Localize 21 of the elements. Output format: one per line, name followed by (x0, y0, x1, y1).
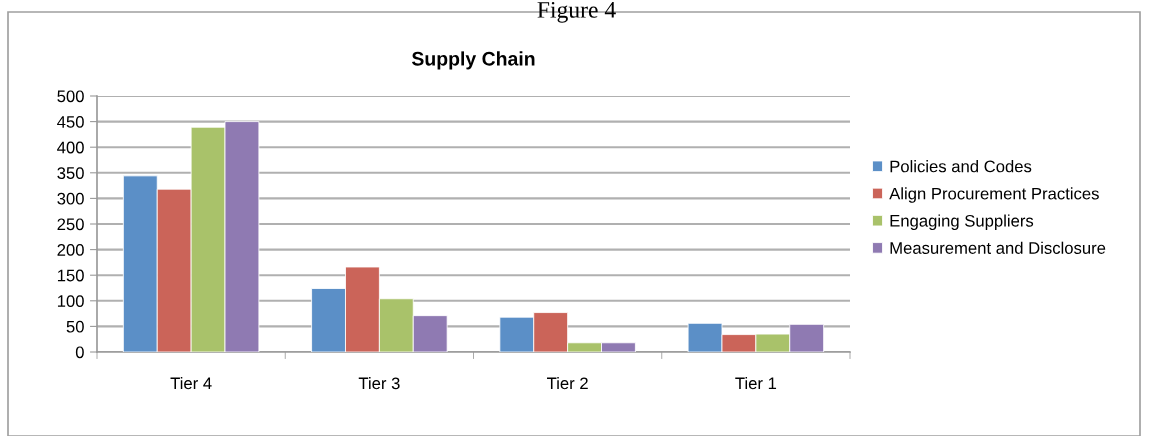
legend-label: Measurement and Disclosure (890, 241, 1106, 254)
y-tick-label: 150 (57, 269, 84, 282)
y-tick-label: 300 (57, 192, 84, 205)
chart-title: Supply Chain (411, 51, 535, 70)
y-tick-label: 350 (57, 167, 84, 179)
y-tick-label: 250 (57, 218, 84, 231)
x-tick-label: Tier 3 (358, 377, 400, 390)
caption: Figure 4 (537, 1, 616, 23)
legend-label: Policies and Codes (890, 160, 1032, 173)
y-tick-label: 100 (57, 295, 84, 307)
y-tick-label: 200 (57, 244, 84, 256)
y-tick-label: 50 (66, 320, 84, 333)
x-tick-label: Tier 2 (547, 377, 588, 390)
y-tick-label: 0 (75, 346, 84, 359)
x-tick-label: Tier 4 (170, 377, 212, 390)
y-tick-label: 400 (57, 141, 84, 154)
x-tick-label: Tier 1 (735, 377, 777, 390)
legend-label: Align Procurement Practices (889, 187, 1099, 203)
y-tick-label: 500 (57, 90, 84, 103)
legend-label: Engaging Suppliers (890, 214, 1034, 231)
y-tick-label: 450 (57, 116, 84, 128)
